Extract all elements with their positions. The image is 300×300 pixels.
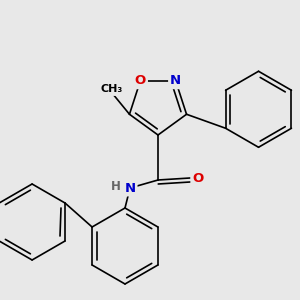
- Text: H: H: [111, 179, 121, 193]
- Text: O: O: [135, 74, 146, 87]
- Text: N: N: [170, 74, 181, 87]
- Text: N: N: [124, 182, 136, 194]
- Text: CH₃: CH₃: [100, 84, 123, 94]
- Text: O: O: [192, 172, 204, 184]
